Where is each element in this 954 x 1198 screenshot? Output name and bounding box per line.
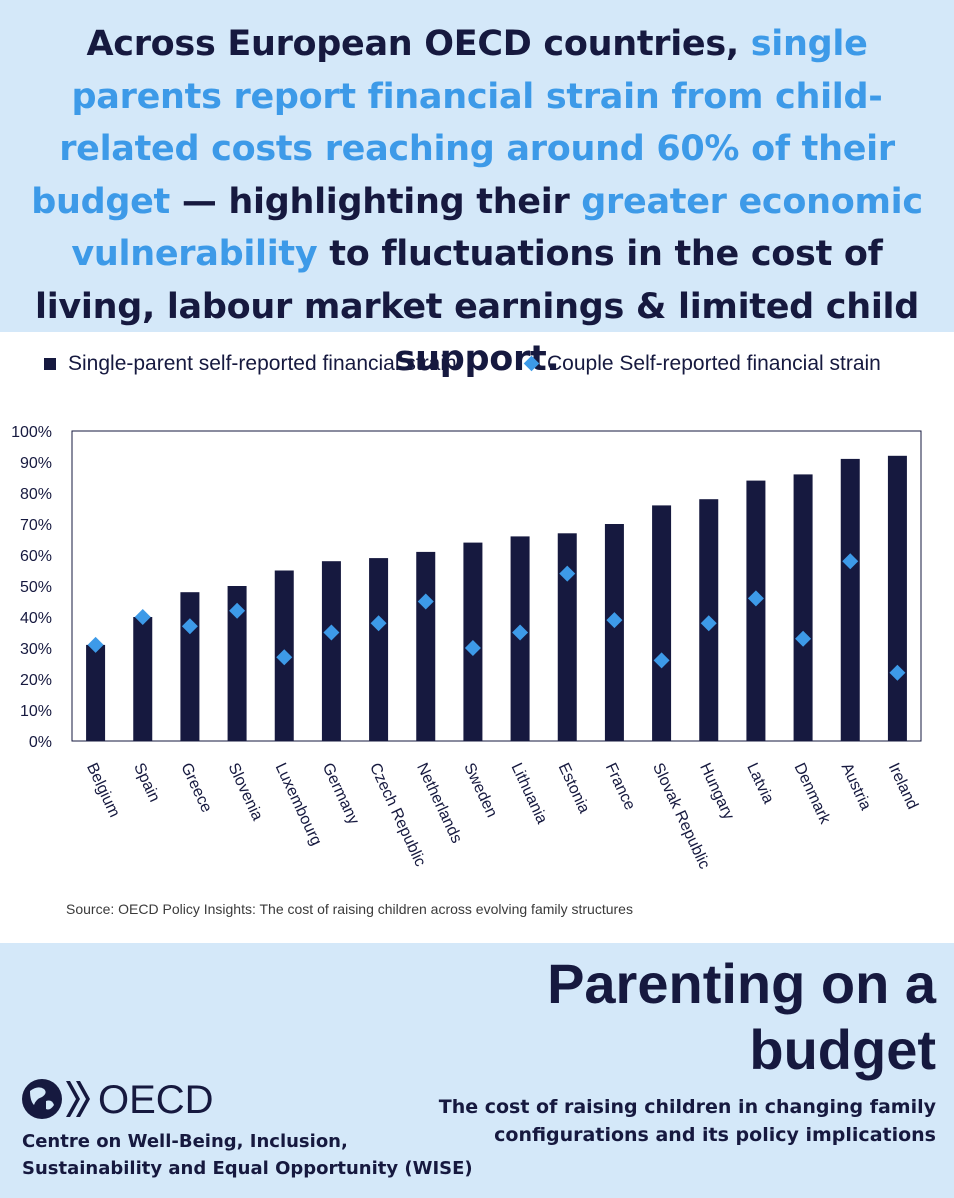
marker-couple	[370, 615, 387, 632]
bar-single-parent	[321, 561, 341, 741]
oecd-logo: OECD	[20, 1075, 214, 1125]
headline-part1: Across European OECD countries,	[86, 24, 751, 64]
x-tick-label: Hungary	[696, 761, 737, 823]
plot-area-frame	[71, 430, 922, 742]
y-tick-label: 30%	[20, 641, 52, 658]
marker-couple	[889, 664, 906, 681]
marker-couple	[87, 636, 104, 653]
marker-couple	[181, 618, 198, 635]
legend-label-couple: Couple Self-reported financial strain	[547, 352, 881, 375]
report-title: Parenting on a budget	[547, 952, 936, 1081]
y-tick-label: 10%	[20, 703, 52, 720]
y-tick-label: 80%	[20, 486, 52, 503]
x-tick-label: Ireland	[885, 761, 921, 813]
bar-single-parent	[227, 586, 247, 741]
headline: Across European OECD countries, single p…	[10, 18, 944, 386]
bar-single-parent	[604, 524, 624, 741]
x-tick-label: Netherlands	[413, 761, 465, 846]
bar-single-parent	[86, 644, 106, 741]
marker-couple	[747, 590, 764, 607]
marker-couple	[606, 612, 623, 629]
marker-couple	[276, 649, 293, 666]
marker-couple	[795, 630, 812, 647]
x-tick-label: Estonia	[555, 761, 593, 817]
marker-couple	[323, 624, 340, 641]
oecd-globe-icon	[22, 1079, 90, 1119]
bar-single-parent	[557, 533, 577, 741]
bar-single-parent	[887, 455, 907, 741]
headline-part3: to fluctuations in the cost of living, l…	[35, 234, 919, 379]
x-tick-label: Lithuania	[507, 761, 550, 827]
marker-couple	[464, 640, 481, 656]
oecd-logo-text: OECD	[98, 1078, 214, 1122]
bar-single-parent	[180, 592, 200, 741]
bar-single-parent	[746, 480, 766, 741]
marker-couple	[842, 553, 859, 570]
footer-panel: Parenting on a budget The cost of raisin…	[0, 943, 954, 1198]
report-subtitle: The cost of raising children in changing…	[438, 1096, 936, 1146]
bar-single-parent	[369, 558, 389, 741]
x-tick-label: Latvia	[743, 761, 776, 807]
y-tick-label: 50%	[20, 579, 52, 596]
bar-chart: 0% 10% 20% 30% 40% 50% 60% 70% 80% 90% 100% Belgium…	[11, 424, 922, 872]
x-tick-label: Slovenia	[224, 761, 265, 824]
x-tick-label: Belgium	[83, 761, 123, 821]
x-tick-label: Sweden	[460, 761, 500, 821]
y-tick-label: 0%	[29, 734, 52, 751]
x-tick-label: Spain	[130, 761, 163, 805]
headline-highlight2: greater economic vulnerability	[71, 181, 923, 275]
centre-name: Centre on Well-Being, Inclusion, Sustain…	[22, 1131, 473, 1179]
marker-couple	[559, 565, 576, 582]
bar-single-parent	[416, 551, 436, 741]
bar-single-parent	[133, 617, 153, 741]
marker-couple	[229, 602, 246, 619]
y-tick-label: 90%	[20, 455, 52, 472]
y-tick-label: 60%	[20, 548, 52, 565]
headline-part2: — highlighting their	[169, 181, 582, 222]
x-tick-label: Austria	[838, 761, 874, 813]
x-tick-label: France	[602, 761, 638, 813]
x-tick-label: Denmark	[790, 761, 833, 828]
bar-single-parent	[793, 474, 813, 741]
marker-couple	[417, 593, 434, 610]
legend-swatch-single-parent	[44, 358, 56, 370]
y-tick-label: 70%	[20, 517, 52, 534]
source-note: Source: OECD Policy Insights: The cost o…	[66, 901, 633, 917]
x-tick-label: Luxembourg	[272, 761, 325, 849]
y-tick-label: 20%	[20, 672, 52, 689]
bar-single-parent	[840, 458, 860, 741]
y-tick-label: 100%	[11, 424, 52, 441]
marker-couple	[653, 652, 670, 669]
marker-couple	[700, 615, 717, 632]
y-tick-label: 40%	[20, 610, 52, 627]
header-panel: Across European OECD countries, single p…	[0, 0, 954, 379]
marker-couple	[512, 624, 529, 641]
bar-single-parent	[652, 505, 672, 741]
x-tick-label: Greece	[177, 761, 215, 816]
headline-highlight1: single parents report financial strain f…	[31, 24, 895, 222]
legend-label-single-parent: Single-parent self-reported financial st…	[68, 352, 457, 375]
marker-couple	[134, 609, 151, 625]
x-tick-label: Germany	[319, 761, 362, 828]
